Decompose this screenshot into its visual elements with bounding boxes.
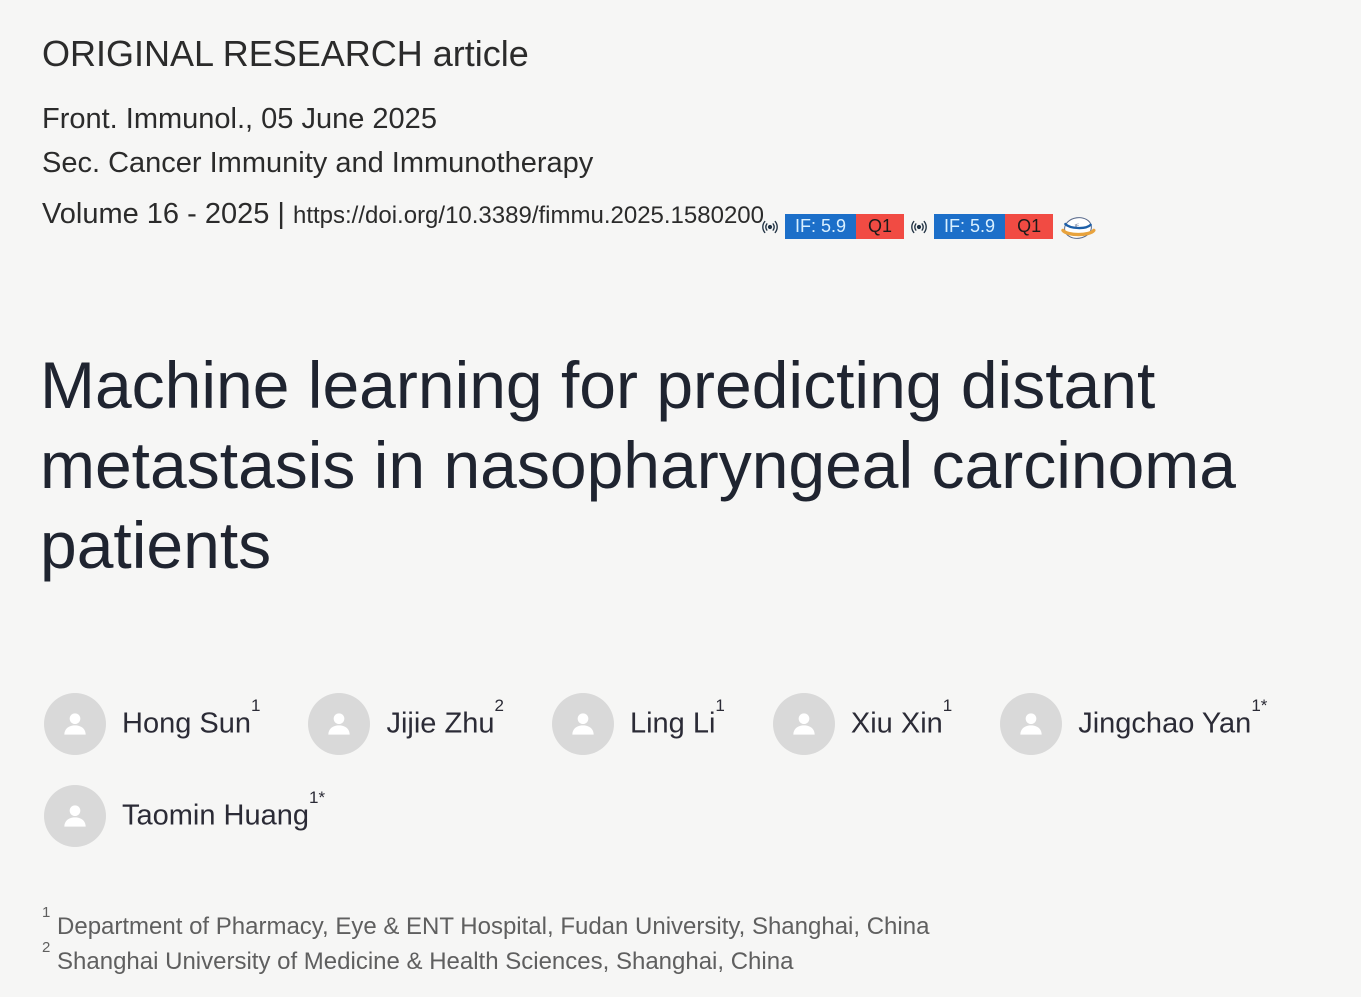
svg-text:IF: IF: [1074, 223, 1079, 230]
